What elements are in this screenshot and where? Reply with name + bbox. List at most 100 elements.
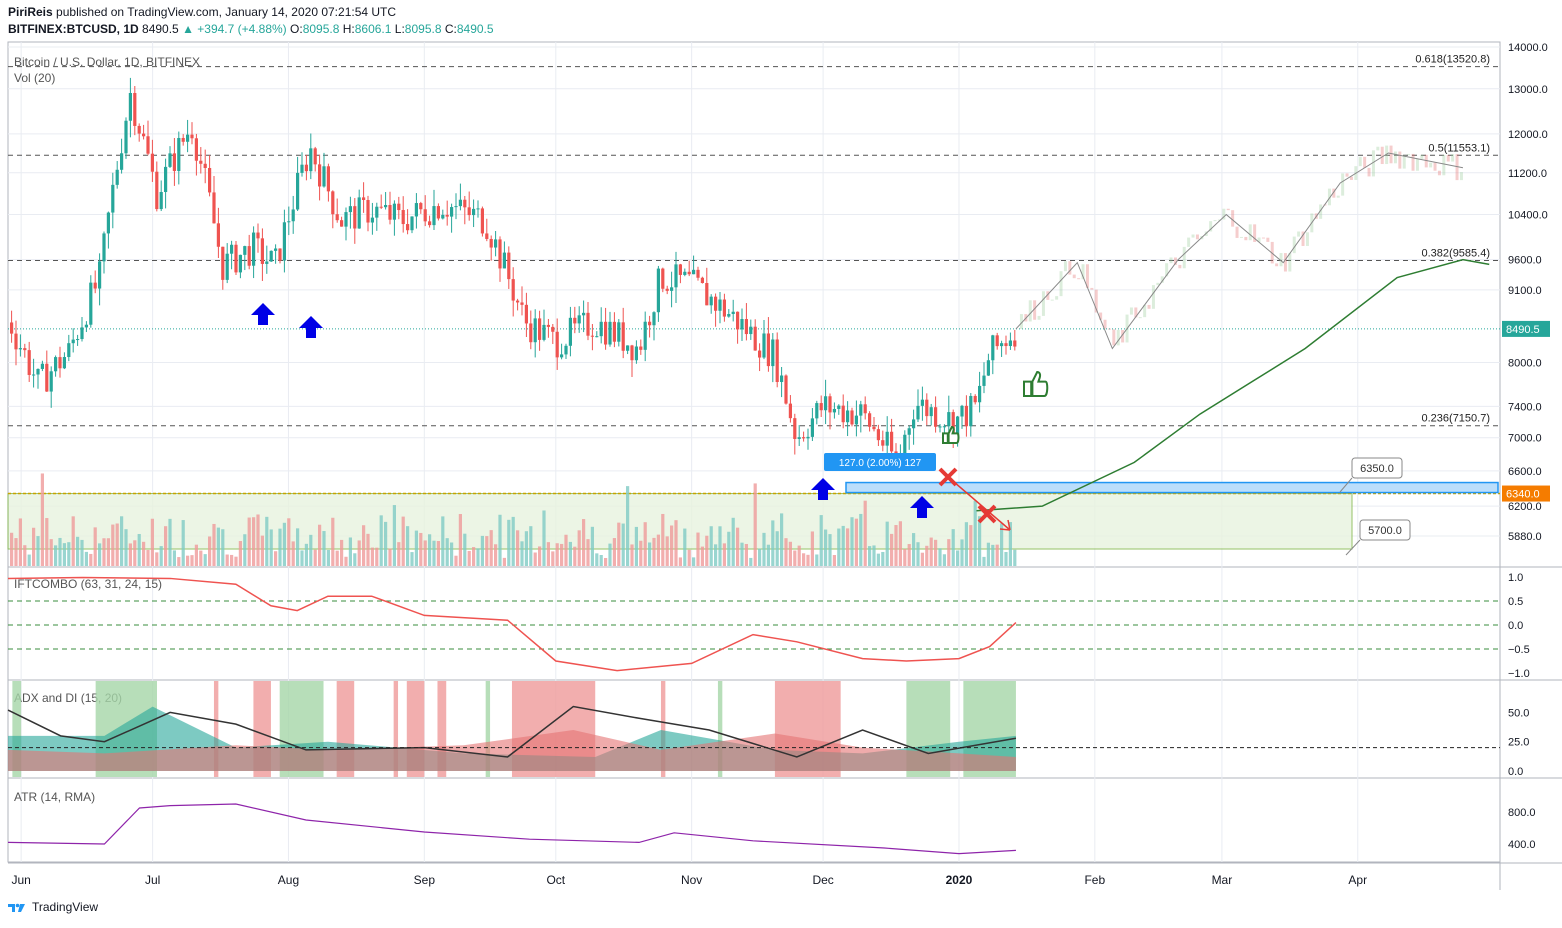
candle-body [406, 224, 410, 231]
candle-body [120, 153, 124, 170]
di-minus-area [8, 730, 1016, 771]
adx-line [7, 705, 1017, 758]
candle-body [925, 399, 929, 417]
projection-candle [1209, 221, 1213, 232]
volume-bar [27, 554, 31, 566]
volume-bar [841, 525, 845, 566]
volume-bar [150, 518, 154, 566]
volume-bar [291, 541, 295, 566]
projection-candle [1257, 237, 1261, 242]
volume-bar [120, 516, 124, 566]
candle-body [247, 246, 251, 266]
projection-candle [1332, 188, 1336, 198]
volume-bar [194, 544, 198, 566]
projection-candle [1081, 264, 1085, 280]
volume-bar [868, 546, 872, 566]
projection-candle [1068, 261, 1072, 275]
volume-bar [84, 551, 88, 566]
candle-body [995, 335, 999, 347]
projection-candle [1367, 167, 1371, 177]
candle-body [203, 163, 207, 168]
volume-bar [652, 537, 656, 566]
volume-bar [1008, 522, 1012, 566]
candle-body [868, 413, 872, 427]
volume-bar [890, 533, 894, 566]
candle-body [810, 418, 814, 437]
candle-body [137, 125, 141, 134]
candle-body [357, 197, 361, 229]
chart-canvas[interactable]: Jun Jul Aug Sep Oct Nov Dec 2020 Feb Mar Apr 14000.… [0, 0, 1562, 900]
candle-body [115, 169, 119, 185]
candle-body [524, 304, 528, 324]
ift-line [7, 576, 1017, 672]
projection-candle [1213, 220, 1217, 222]
low-value: 8095.8 [404, 22, 442, 36]
candle-body [705, 283, 709, 306]
candle-body [934, 407, 938, 427]
candle-body [84, 324, 88, 328]
volume-bar [797, 545, 801, 566]
author-name[interactable]: PiriReis [8, 5, 53, 19]
candle-body [876, 429, 880, 441]
volume-bar [951, 529, 955, 566]
volume-bar [489, 530, 493, 566]
volume-bar [344, 556, 348, 566]
price-tick-label: 9600.0 [1508, 255, 1542, 267]
volume-bar [432, 540, 436, 566]
candle-body [538, 318, 542, 340]
projection-candle [1305, 232, 1309, 246]
volume-bar [643, 522, 647, 566]
volume-bar [991, 544, 995, 566]
candle-body [824, 396, 828, 411]
candle-body [194, 138, 198, 161]
projection-candle [1371, 150, 1375, 177]
candle-body [634, 346, 638, 361]
volume-bar [744, 543, 748, 566]
projection-candle [1424, 154, 1428, 168]
footer-brand: TradingView [8, 900, 98, 914]
candle-body [300, 164, 304, 173]
volume-bar [247, 517, 251, 566]
volume-bar [511, 516, 515, 566]
candle-body [340, 220, 344, 227]
volume-bar [76, 536, 80, 566]
projection-candle [1138, 317, 1142, 319]
price-tick-label: 6200.0 [1508, 501, 1542, 513]
candle-body [947, 412, 951, 427]
volume-bar [920, 552, 924, 566]
volume-bar [564, 534, 568, 566]
volume-bar [687, 549, 691, 566]
projection-candle [1297, 231, 1301, 237]
volume-bar [907, 544, 911, 566]
candle-body [656, 268, 660, 313]
volume-bar [973, 500, 977, 566]
volume-bar [758, 548, 762, 566]
volume-bar [582, 519, 586, 566]
candle-body [172, 153, 176, 171]
ift-tick-label: 1.0 [1508, 572, 1523, 584]
projection-candle [1182, 246, 1186, 269]
candle-body [577, 315, 581, 324]
candle-body [238, 254, 242, 273]
candle-body [595, 336, 599, 338]
volume-bar [36, 536, 40, 566]
volume-bar [718, 526, 722, 566]
candle-body [256, 232, 260, 239]
volume-bar [551, 551, 555, 566]
support-price-tag [1502, 485, 1550, 502]
candle-body [784, 375, 788, 404]
price-tick-label: 10400.0 [1508, 210, 1548, 222]
volume-bar [639, 540, 643, 566]
projection-candle [1455, 154, 1459, 181]
symbol-label: BITFINEX:BTCUSD, 1D [8, 22, 139, 36]
candle-body [366, 199, 370, 223]
volume-bar [397, 542, 401, 566]
candle-body [291, 209, 295, 222]
projection-candle [1415, 158, 1419, 171]
volume-bar [93, 527, 97, 566]
footer-brand-label[interactable]: TradingView [32, 900, 99, 914]
candle-body [502, 252, 506, 269]
candle-body [771, 339, 775, 367]
projection-candle [1134, 307, 1138, 318]
candle-body [331, 191, 335, 215]
